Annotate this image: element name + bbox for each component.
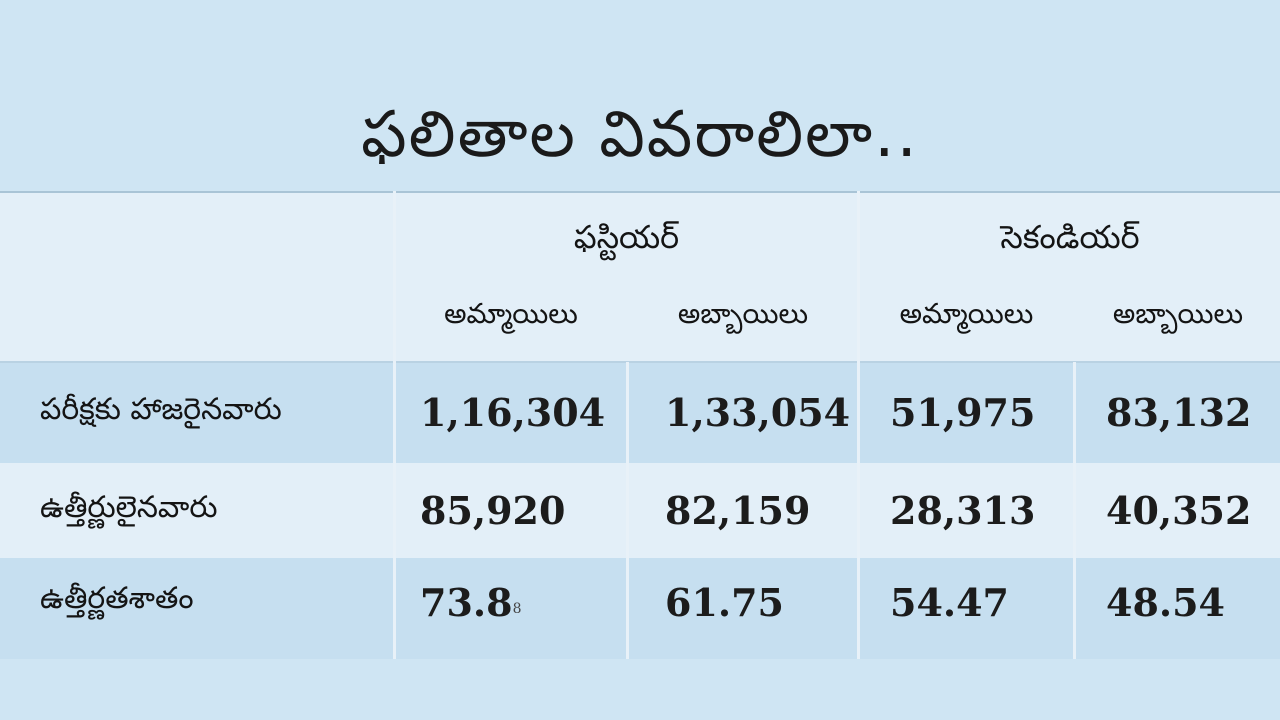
table-cell: 1,16,304 [420, 390, 606, 435]
header-second-year-girls: అమ్మాయిలు [899, 297, 1034, 330]
header-second-year-boys: అబ్బాయిలు [1112, 297, 1244, 330]
table-cell: 48.54 [1106, 579, 1225, 625]
table-cell: 51,975 [890, 390, 1036, 435]
table-cell-value: 73.8 [420, 579, 513, 625]
row-band-passed [0, 463, 1280, 558]
table-cell: 61.75 [665, 579, 784, 625]
row-label-percentage: ఉత్తీర్ణతశాతం [40, 581, 194, 616]
results-table: ఫస్టియర్ సెకండియర్ అమ్మాయిలు అబ్బాయిలు అ… [0, 191, 1280, 659]
table-cell: 54.47 [890, 579, 1009, 625]
header-first-year-boys: అబ్బాయిలు [677, 297, 809, 330]
row-band-appeared [0, 362, 1280, 463]
header-second-year: సెకండియర్ [1000, 218, 1140, 256]
table-cell: 85,920 [420, 488, 566, 533]
divider-years [857, 191, 860, 659]
table-cell: 82,159 [665, 488, 811, 533]
table-cell-tail: 8 [512, 601, 522, 617]
row-band-percentage [0, 558, 1280, 659]
table-cell: 28,313 [890, 488, 1036, 533]
table-cell: 83,132 [1106, 390, 1252, 435]
header-first-year-girls: అమ్మాయిలు [444, 297, 578, 330]
header-first-year: ఫస్టియర్ [573, 218, 680, 256]
divider-label-column [393, 191, 396, 659]
divider-second-year [1073, 362, 1076, 659]
header-band [0, 191, 1280, 362]
row-label-appeared: పరీక్షకు హాజరైనవారు [40, 391, 282, 427]
table-cell: 1,33,054 [665, 390, 851, 435]
table-cell: 73.8 8 [396, 558, 626, 646]
header-bottom-border [0, 361, 1280, 363]
page-title: ఫలితాల వివరాలిలా.. [361, 98, 919, 172]
table-cell: 40,352 [1106, 488, 1252, 533]
table-top-border [0, 191, 1280, 193]
row-label-passed: ఉత్తీర్ణులైనవారు [40, 489, 218, 525]
divider-first-year [626, 362, 629, 659]
